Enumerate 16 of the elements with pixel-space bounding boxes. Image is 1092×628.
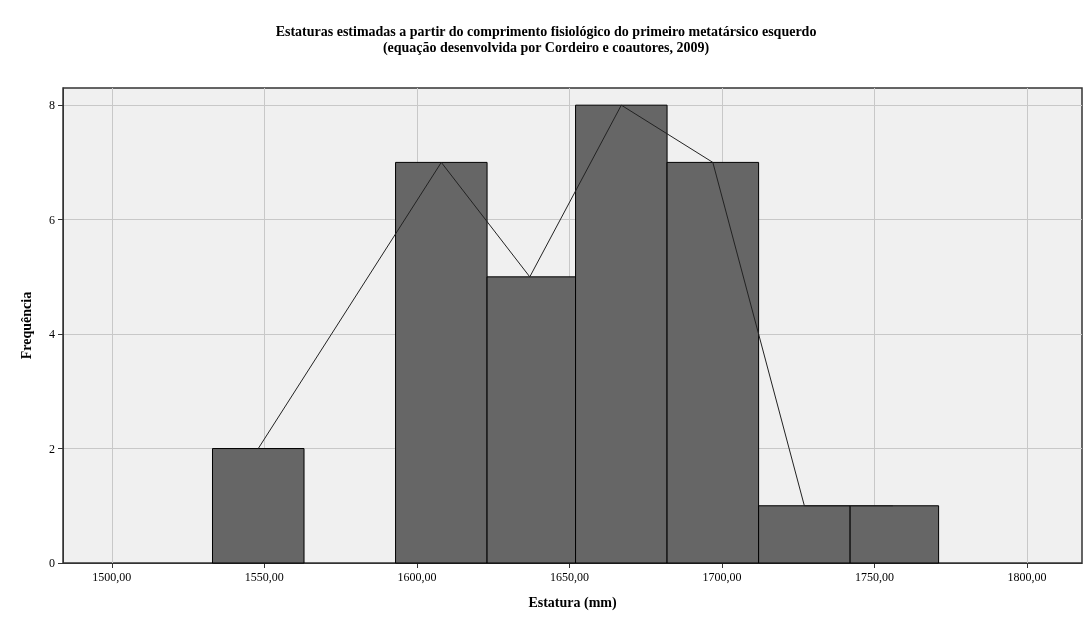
x-tick-label: 1750,00: [855, 570, 895, 584]
x-tick-label: 1500,00: [92, 570, 132, 584]
y-axis-title: Frequência: [18, 291, 34, 360]
y-tick-label: 0: [49, 556, 55, 570]
chart-title: Estaturas estimadas a partir do comprimento fisiológico do primeiro metatársico esquerdo: [275, 23, 817, 39]
y-tick-label: 2: [49, 441, 55, 456]
x-tick-label: 1700,00: [702, 570, 742, 584]
y-tick-label: 8: [49, 98, 55, 113]
x-axis-title: Estatura (mm): [528, 594, 617, 611]
x-tick-label: 1600,00: [397, 570, 437, 584]
y-tick-label: 6: [49, 212, 55, 227]
x-tick-label: 1650,00: [549, 570, 589, 584]
chart-subtitle: (equação desenvolvida por Cordeiro e coautores, 2009): [382, 39, 710, 56]
x-tick-label: 1550,00: [244, 570, 284, 584]
x-tick-label: 1800,00: [1007, 570, 1047, 584]
y-tick-label: 4: [49, 327, 55, 342]
